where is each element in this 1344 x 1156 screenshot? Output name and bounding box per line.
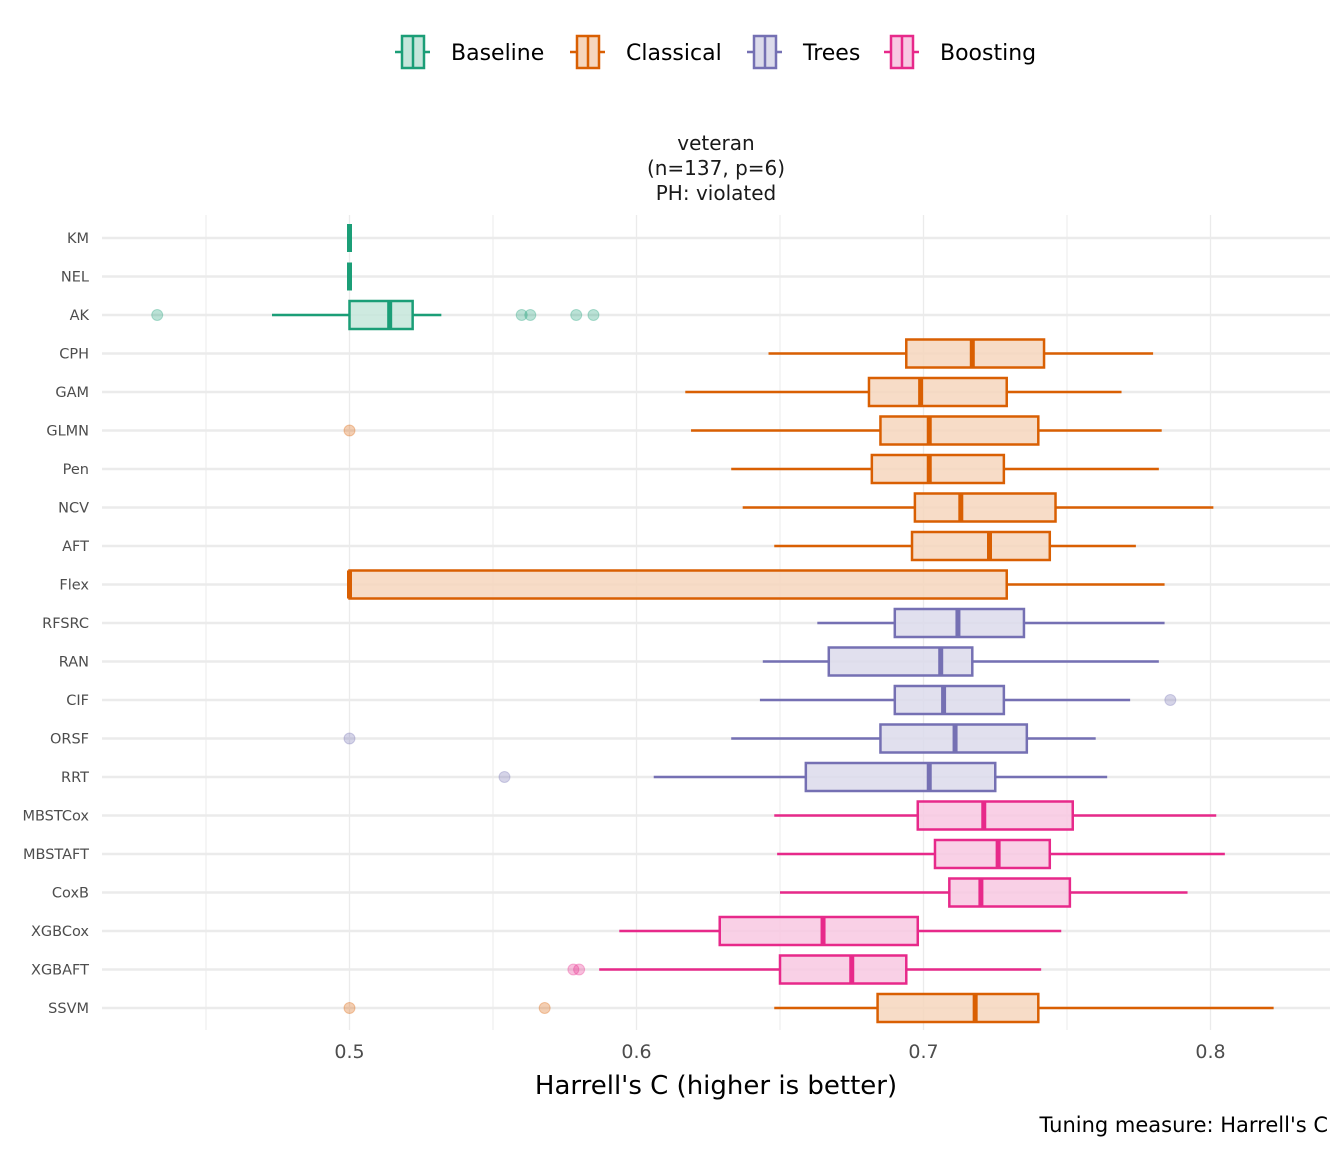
legend-label: Classical: [626, 41, 722, 66]
box-pen: [731, 453, 1159, 485]
box-ran: [762, 646, 1159, 677]
iqr-box: [893, 684, 1006, 716]
iqr-box: [933, 838, 1052, 870]
box-mbstaft: [777, 838, 1225, 870]
box-rfsrc: [817, 607, 1165, 639]
y-tick-label: MBSTCox: [22, 809, 89, 825]
x-tick-label: 0.7: [908, 1041, 938, 1063]
iqr-box: [948, 877, 1072, 908]
box-xgbaft: [567, 954, 1042, 985]
y-tick-label: ORSF: [50, 732, 89, 748]
y-tick-label: XGBCox: [31, 924, 89, 940]
y-tick-label: CPH: [59, 347, 89, 363]
iqr-box: [348, 569, 1008, 600]
iqr-box: [910, 530, 1052, 562]
y-tick-label: KM: [67, 231, 89, 247]
iqr-box: [778, 954, 908, 985]
box-ak: [151, 299, 600, 331]
y-tick-label: RRT: [61, 770, 89, 786]
box-cif: [759, 684, 1177, 716]
iqr-box: [718, 915, 920, 947]
outlier-point: [1164, 694, 1177, 706]
y-tick-label: XGBAFT: [31, 963, 89, 979]
box-gam: [685, 376, 1122, 408]
y-tick-label: NEL: [61, 270, 89, 286]
legend-item-boosting: Boosting: [884, 34, 1036, 70]
iqr-box: [913, 492, 1057, 523]
x-axis-title: Harrell's C (higher is better): [535, 1071, 897, 1101]
outlier-point: [524, 309, 537, 321]
box-mbstcox: [774, 800, 1217, 831]
x-tick-label: 0.5: [334, 1041, 364, 1063]
box-flex: [347, 569, 1165, 600]
iqr-box: [827, 646, 974, 677]
y-tick-label: GLMN: [46, 424, 89, 440]
legend-label: Trees: [802, 41, 860, 66]
panel-title-line-1: veteran: [677, 131, 754, 155]
outlier-point: [570, 309, 583, 321]
outlier-point: [573, 963, 586, 976]
caption: Tuning measure: Harrell's C: [1039, 1113, 1328, 1137]
y-tick-label: NCV: [58, 501, 89, 517]
y-tick-label: AFT: [62, 539, 89, 555]
box-rrt: [498, 761, 1108, 793]
box-glmn: [343, 415, 1162, 446]
y-tick-label: CIF: [66, 693, 89, 709]
legend-label: Boosting: [940, 41, 1036, 66]
outlier-point: [343, 732, 356, 745]
y-tick-label: SSVM: [48, 1001, 89, 1017]
iqr-box: [867, 376, 1008, 408]
outlier-point: [343, 424, 356, 437]
iqr-box: [916, 800, 1074, 831]
box-ssvm: [343, 992, 1274, 1024]
y-tick-label: CoxB: [52, 886, 89, 902]
iqr-box: [876, 992, 1040, 1024]
outlier-point: [151, 309, 164, 321]
iqr-box: [879, 415, 1040, 446]
panel-title-line-2: (n=137, p=6): [647, 156, 785, 180]
box-aft: [774, 530, 1136, 562]
panel-title: veteran (n=137, p=6) PH: violated: [647, 131, 785, 205]
outlier-point: [498, 771, 511, 783]
outlier-point: [567, 963, 580, 976]
box-orsf: [343, 723, 1096, 754]
outlier-point: [538, 1002, 551, 1014]
legend-label: Baseline: [451, 41, 544, 66]
iqr-box: [348, 299, 414, 331]
outlier-point: [587, 309, 600, 321]
box-coxb: [780, 877, 1188, 908]
x-tick-label: 0.8: [1195, 1041, 1225, 1063]
box-xgbcox: [619, 915, 1062, 947]
outlier-point: [515, 309, 528, 321]
outlier-point: [343, 1002, 356, 1014]
legend-item-baseline: Baseline: [395, 34, 544, 70]
x-axis: 0.5 0.6 0.7 0.8: [334, 1041, 1225, 1063]
y-axis-labels: KM NEL AK CPH GAM GLMN Pen NCV AFT Flex RFSRC RAN CI…: [22, 231, 89, 1017]
legend-item-trees: Trees: [747, 34, 860, 70]
box-ncv: [742, 492, 1214, 523]
y-tick-label: RAN: [59, 655, 89, 671]
iqr-box: [804, 761, 997, 793]
y-tick-label: RFSRC: [42, 616, 89, 632]
iqr-box: [870, 453, 1006, 485]
y-tick-label: AK: [70, 308, 90, 324]
x-tick-label: 0.6: [621, 1041, 651, 1063]
y-tick-label: GAM: [55, 385, 89, 401]
y-tick-label: MBSTAFT: [23, 847, 89, 863]
box-cph: [768, 338, 1154, 369]
boxes: [151, 224, 1274, 1024]
legend-item-classical: Classical: [570, 34, 722, 70]
iqr-box: [905, 338, 1046, 369]
y-tick-label: Flex: [59, 578, 89, 594]
legend: Baseline Classical Trees Boosting: [395, 34, 1036, 70]
y-tick-label: Pen: [63, 462, 89, 478]
panel-title-line-3: PH: violated: [656, 181, 776, 205]
